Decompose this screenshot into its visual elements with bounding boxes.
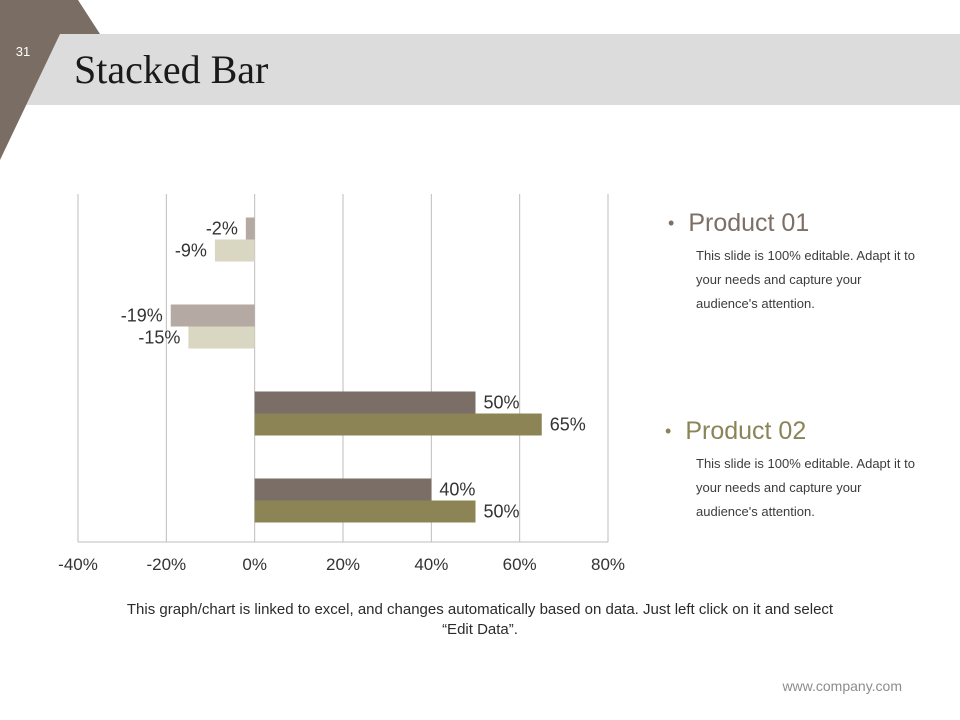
data-label: 40% [439, 480, 475, 500]
bar-product-01-3[interactable] [254, 391, 476, 414]
corner-decoration [0, 0, 100, 160]
x-tick-label: -20% [146, 555, 186, 574]
legend-description-product-02: This slide is 100% editable. Adapt it to… [696, 456, 915, 519]
chart-data-labels: -2%-9% -19%-15% 50% 65% 40% 50% [121, 219, 586, 522]
bar-product-01-4[interactable] [254, 478, 432, 501]
x-tick-label: 40% [414, 555, 448, 574]
bullet-icon: • [665, 421, 672, 441]
chart-x-ticks: -40% -20% 0% 20% 40% 60% 80% [58, 555, 625, 574]
chart-footnote: This graph/chart is linked to excel, and… [126, 601, 834, 638]
x-tick-label: 20% [326, 555, 360, 574]
data-label: -2% [206, 219, 238, 239]
data-label: -19% [121, 306, 163, 326]
data-label: -15% [138, 328, 180, 348]
x-tick-label: -40% [58, 555, 98, 574]
legend-title-product-02: Product 02 [685, 417, 807, 445]
bar-product-02-4[interactable] [254, 500, 476, 523]
bar-product-02-1[interactable] [214, 239, 255, 262]
data-label: 65% [550, 415, 586, 435]
data-label: 50% [484, 502, 520, 522]
legend-product-01: • Product 01 This slide is 100% editable… [668, 208, 918, 316]
bar-product-02-2[interactable] [188, 326, 255, 349]
corner-shape [0, 0, 100, 160]
bullet-icon: • [668, 213, 675, 233]
x-tick-label: 80% [591, 555, 625, 574]
legend-heading-product-01: • Product 01 [668, 208, 918, 238]
legend-heading-product-02: • Product 02 [665, 416, 915, 446]
slide-title: Stacked Bar [74, 47, 269, 92]
legend-title-product-01: Product 01 [688, 209, 810, 237]
legend-description-product-01: This slide is 100% editable. Adapt it to… [696, 248, 915, 311]
x-tick-label: 60% [503, 555, 537, 574]
bar-product-01-1[interactable] [245, 217, 255, 240]
bar-product-01-2[interactable] [170, 304, 255, 327]
legend-product-02: • Product 02 This slide is 100% editable… [665, 416, 915, 524]
x-tick-label: 0% [242, 555, 267, 574]
footer-url[interactable]: www.company.com [782, 678, 902, 694]
slide-number: 31 [15, 44, 31, 59]
chart-bars[interactable] [170, 217, 542, 523]
data-label: 50% [484, 393, 520, 413]
title-band [0, 34, 960, 105]
bar-product-02-3[interactable] [254, 413, 542, 436]
data-label: -9% [175, 241, 207, 261]
